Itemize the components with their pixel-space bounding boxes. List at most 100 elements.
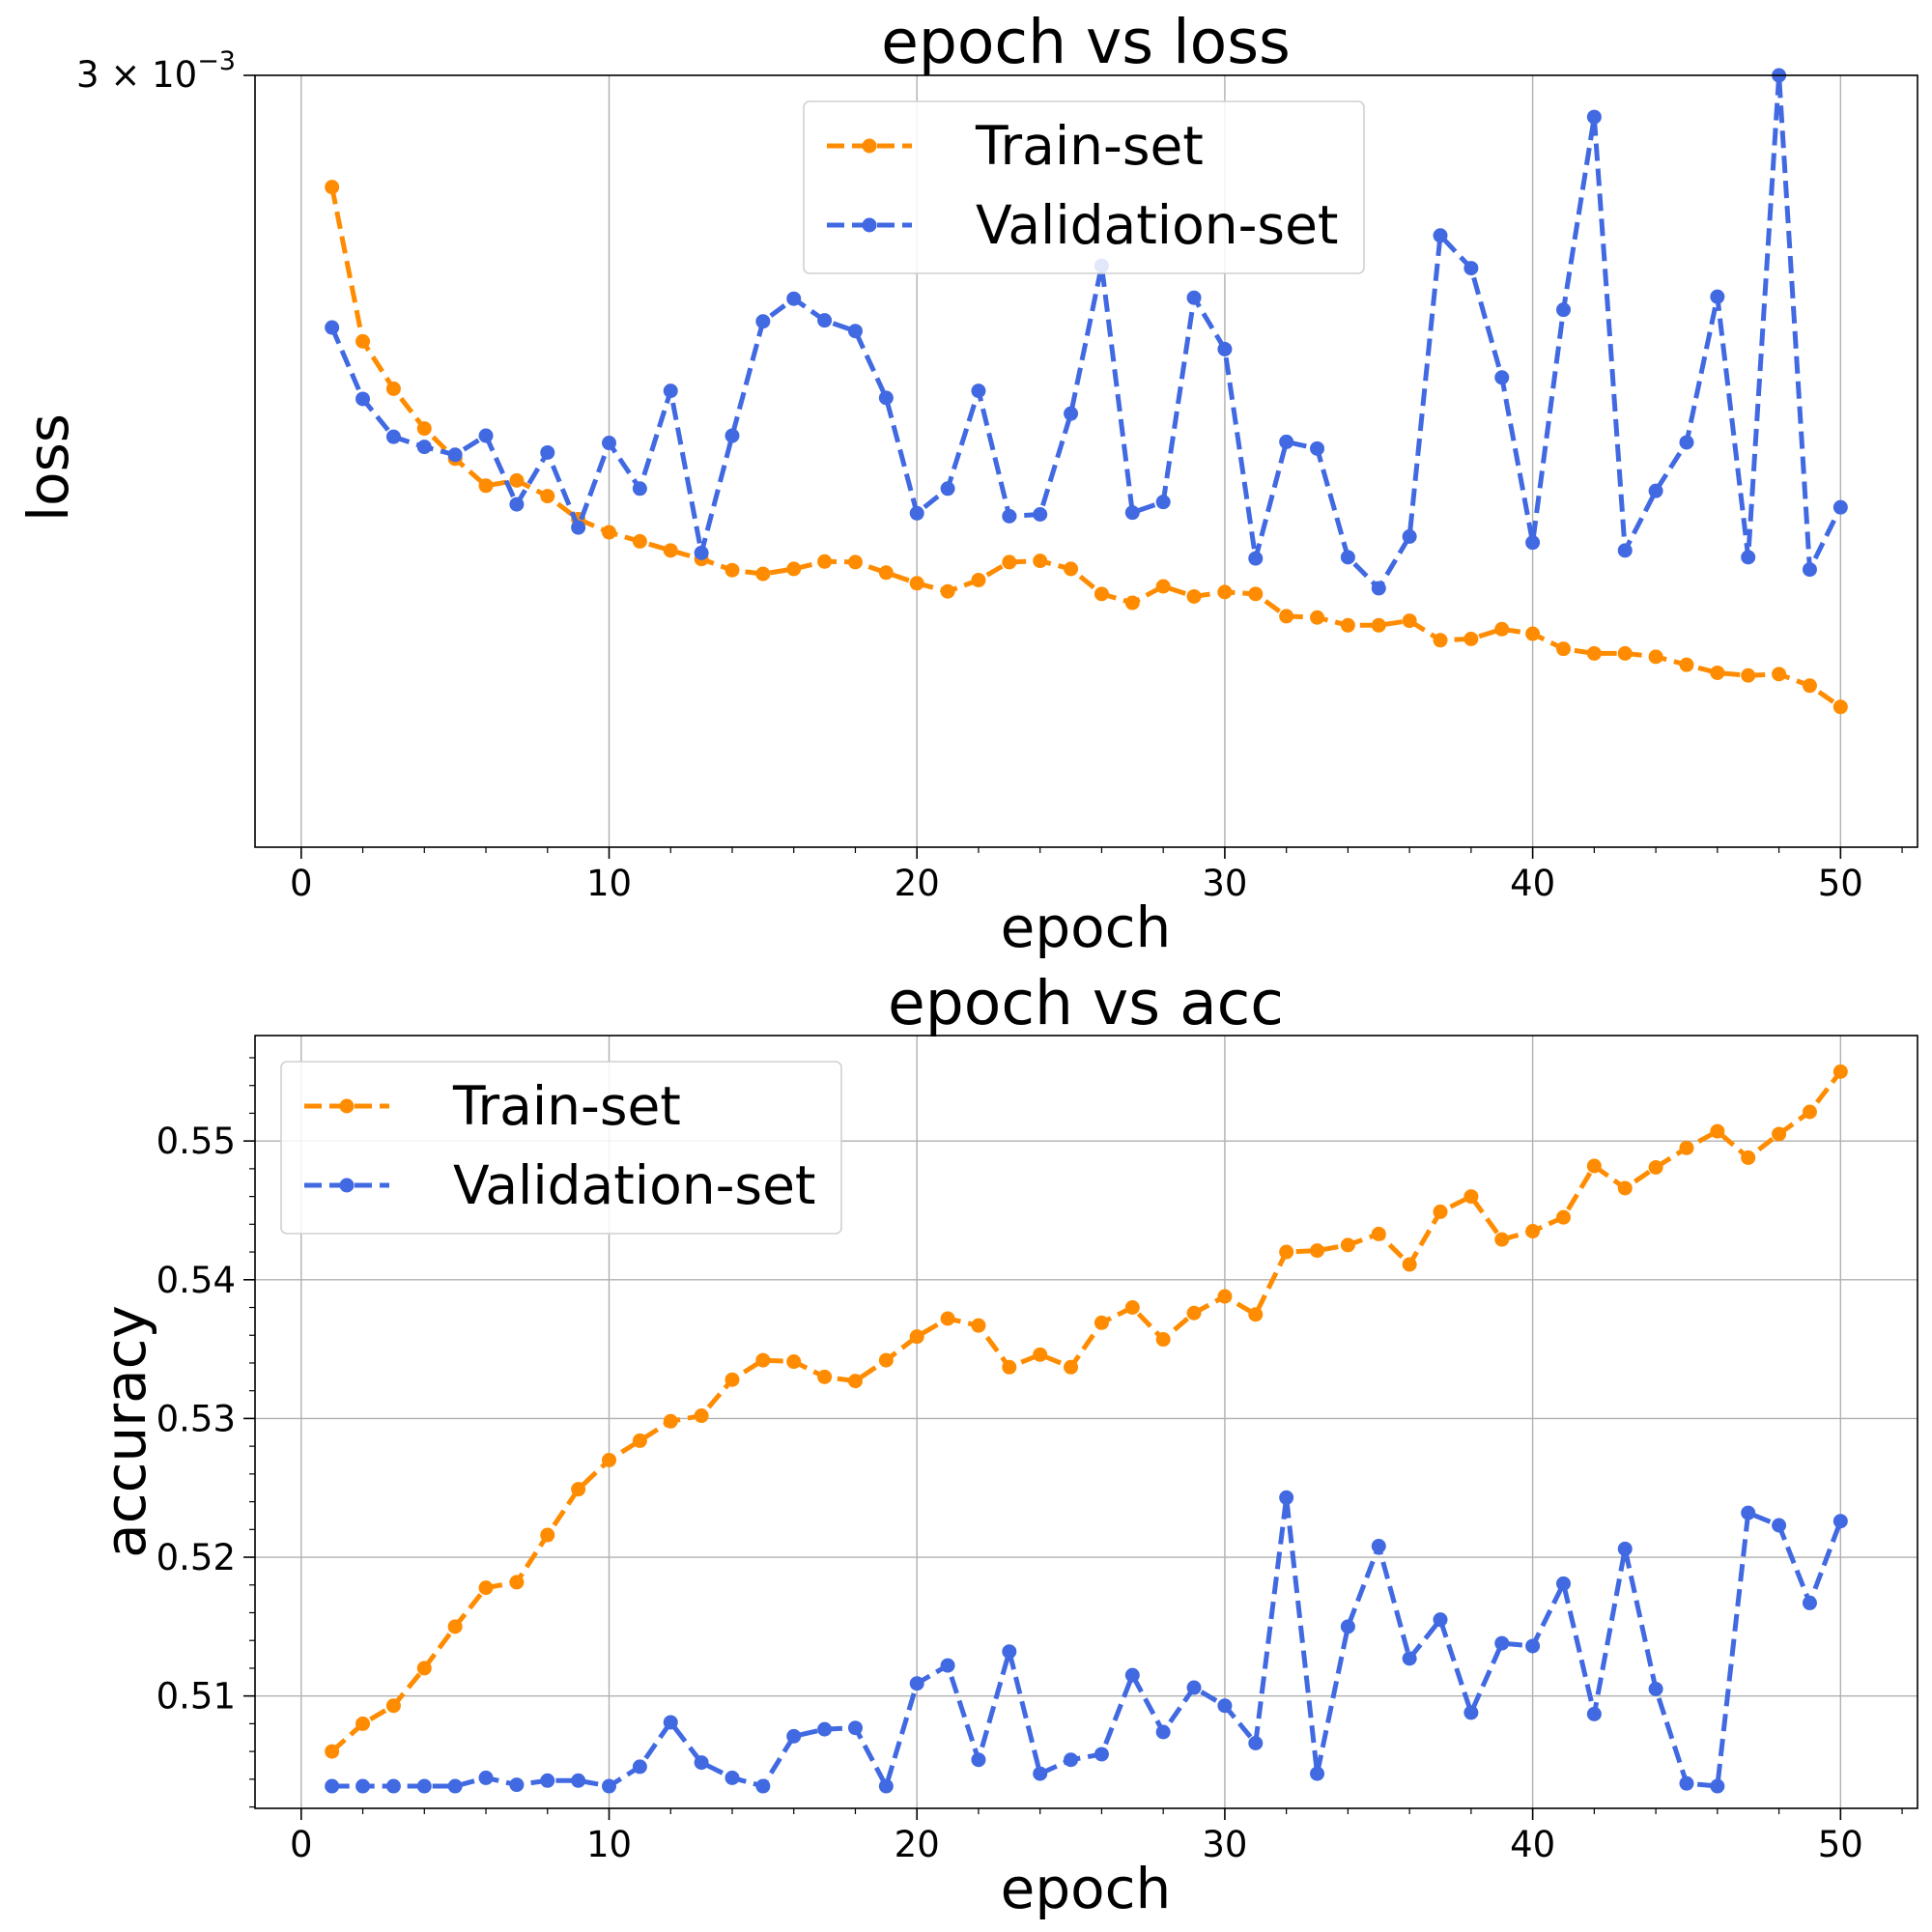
- loss-chart-train-set-point: [1494, 621, 1510, 637]
- accuracy-chart-train-set-point: [755, 1352, 771, 1368]
- accuracy-chart-train-set-point: [355, 1716, 371, 1731]
- loss-chart-train-set-point: [1433, 633, 1448, 648]
- accuracy-chart-train-set-point: [1402, 1257, 1417, 1272]
- accuracy-chart-train-set-point: [1494, 1232, 1510, 1247]
- loss-chart-validation-set-point: [1124, 505, 1140, 521]
- accuracy-chart-validation-set-point: [447, 1778, 463, 1794]
- loss-chart-validation-set-point: [694, 545, 709, 560]
- accuracy-chart-train-set-point: [817, 1369, 833, 1384]
- loss-chart-legend-entry: Validation-set: [827, 194, 1339, 256]
- accuracy-chart-train-set-point: [724, 1372, 740, 1387]
- accuracy-chart-train-set-point: [1772, 1126, 1787, 1142]
- accuracy-chart-train-set-point: [1340, 1237, 1355, 1253]
- accuracy-chart-validation-set-point: [724, 1770, 740, 1785]
- loss-chart-train-set-point: [847, 554, 863, 570]
- loss-chart-validation-set-point: [602, 436, 617, 451]
- accuracy-chart-train-set-point: [385, 1698, 401, 1714]
- accuracy-chart-validation-set-point: [1617, 1541, 1633, 1556]
- loss-chart-validation-set-point: [1033, 506, 1048, 522]
- loss-chart-x-tick-label: 20: [895, 863, 940, 904]
- accuracy-chart-validation-set-point: [1494, 1635, 1510, 1651]
- accuracy-chart-validation-set-point: [1741, 1505, 1756, 1520]
- accuracy-chart-y-tick-label: 0.52: [156, 1537, 236, 1578]
- accuracy-chart-legend-entry: Validation-set: [304, 1154, 816, 1216]
- accuracy-chart-train-set-point: [971, 1318, 986, 1333]
- accuracy-chart-train-set-point: [1002, 1359, 1017, 1375]
- loss-chart-validation-set-point: [1340, 550, 1355, 565]
- loss-chart-train-set-point: [817, 554, 833, 569]
- accuracy-chart-legend: Train-set Validation-set: [280, 1061, 842, 1235]
- loss-chart-y-tick-label-base: 3 × 10: [76, 54, 197, 96]
- loss-chart-train-set-point: [1217, 584, 1233, 600]
- loss-chart-x-tick-label: 0: [290, 863, 313, 904]
- accuracy-chart-x-tick-label: 40: [1510, 1824, 1555, 1865]
- loss-chart-validation-set-point: [1802, 562, 1817, 578]
- loss-chart-train-set-point: [478, 478, 494, 494]
- accuracy-chart-validation-set-point: [571, 1773, 586, 1788]
- accuracy-chart-validation-set-point: [1186, 1680, 1202, 1695]
- loss-chart-train-set-point: [1802, 678, 1817, 694]
- accuracy-chart-x-axis-label: epoch: [1001, 1856, 1172, 1921]
- loss-chart-validation-set-point: [1279, 434, 1294, 449]
- accuracy-chart-train-set-point: [447, 1619, 463, 1634]
- accuracy-chart-validation-set-point: [909, 1676, 924, 1691]
- loss-chart-validation-set-point: [1433, 228, 1448, 243]
- accuracy-chart-train-set-point: [1586, 1158, 1602, 1174]
- loss-chart-validation-set-point: [909, 505, 924, 521]
- loss-chart-validation-set-point: [971, 384, 986, 399]
- loss-chart-x-tick-label: 50: [1818, 863, 1863, 904]
- loss-chart-train-set-point: [1340, 617, 1355, 633]
- accuracy-chart-validation-set-point: [1772, 1518, 1787, 1533]
- loss-chart-x-tick-label: 30: [1202, 863, 1247, 904]
- accuracy-chart-series-train-set: [325, 1064, 1848, 1759]
- loss-chart-series-validation-set: [325, 68, 1848, 596]
- loss-chart-train-set-point: [1710, 665, 1725, 680]
- loss-chart-validation-set-point: [509, 497, 525, 512]
- accuracy-chart-validation-set-point: [632, 1759, 647, 1775]
- loss-chart-train-set-point: [971, 573, 986, 588]
- accuracy-chart-train-set-point: [694, 1408, 709, 1424]
- accuracy-chart-train-set-point: [940, 1311, 955, 1326]
- accuracy-chart-series-validation-set: [325, 1490, 1848, 1794]
- accuracy-chart-legend-swatch-marker: [339, 1178, 355, 1193]
- loss-chart-validation-set-point: [571, 520, 586, 535]
- loss-chart-train-set-point: [385, 381, 401, 396]
- loss-chart-train-set-point: [1186, 588, 1202, 604]
- accuracy-chart-train-set-point: [1186, 1305, 1202, 1321]
- accuracy-chart-validation-set-point: [663, 1715, 678, 1730]
- loss-chart-train-set-point: [1279, 609, 1294, 624]
- accuracy-chart-validation-set-point: [602, 1778, 617, 1794]
- loss-chart-validation-set-point: [724, 428, 740, 443]
- loss-chart-validation-set-point: [755, 314, 771, 329]
- accuracy-chart-validation-set-point: [940, 1658, 955, 1673]
- loss-chart-validation-set-point: [1248, 551, 1264, 566]
- loss-chart-validation-set-point: [1679, 435, 1694, 450]
- accuracy-chart-validation-set-point: [355, 1778, 371, 1794]
- loss-chart-validation-set-point: [1463, 261, 1479, 276]
- accuracy-chart-train-set-point: [1124, 1300, 1140, 1316]
- loss-chart-y-axis-label: loss: [15, 413, 81, 522]
- loss-chart-train-set-point: [632, 533, 647, 549]
- accuracy-chart-train-set-point: [1279, 1244, 1294, 1260]
- accuracy-chart-validation-set-point: [694, 1755, 709, 1771]
- loss-chart-series: [325, 68, 1848, 715]
- loss-chart-legend-box: [803, 100, 1365, 274]
- loss-chart-validation-set-point: [632, 481, 647, 497]
- loss-chart-train-set-point: [1002, 554, 1017, 570]
- accuracy-chart-x-tick-label: 0: [290, 1824, 313, 1865]
- accuracy-chart-validation-set-point: [1802, 1595, 1817, 1610]
- accuracy-chart-validation-set-point: [1124, 1667, 1140, 1683]
- loss-chart-train-set-point: [1586, 645, 1602, 661]
- loss-chart-legend-swatch-marker: [862, 217, 877, 233]
- loss-chart-train-set-point: [1525, 626, 1541, 641]
- accuracy-chart-validation-set-point: [1463, 1705, 1479, 1720]
- loss-chart-validation-set-point: [1494, 370, 1510, 385]
- accuracy-chart-validation-set-point: [1064, 1752, 1079, 1768]
- accuracy-chart-validation-set-point: [1155, 1724, 1171, 1740]
- accuracy-chart-train-set-point: [571, 1482, 586, 1497]
- loss-chart-validation-set-point: [847, 324, 863, 339]
- accuracy-chart-train-set-point: [540, 1527, 555, 1543]
- loss-chart-validation-set-point: [786, 291, 802, 306]
- loss-chart-validation-set-point: [1525, 535, 1541, 551]
- accuracy-chart-y-tick-label: 0.55: [156, 1121, 236, 1162]
